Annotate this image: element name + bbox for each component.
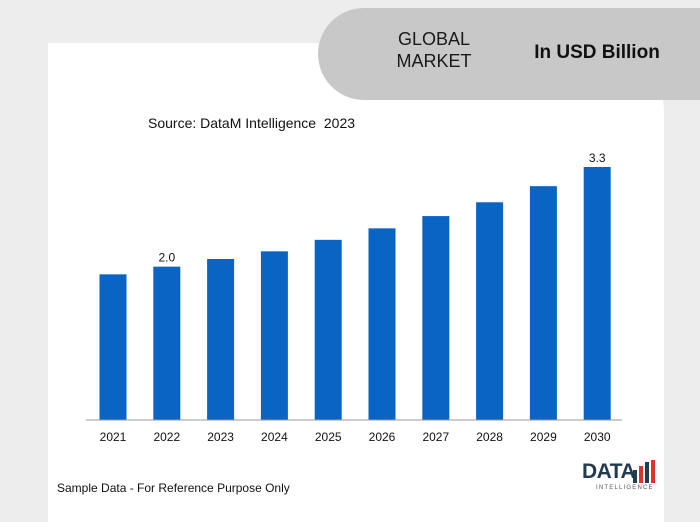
bar-2023 bbox=[207, 259, 235, 420]
x-tick-label: 2030 bbox=[584, 430, 611, 444]
market-title-line2: MARKET bbox=[396, 51, 472, 71]
source-note: Source: DataM Intelligence 2023 bbox=[148, 115, 356, 131]
footnote: Sample Data - For Reference Purpose Only bbox=[57, 481, 290, 495]
unit-label: In USD Billion bbox=[534, 42, 660, 63]
x-tick-label: 2023 bbox=[207, 430, 234, 444]
market-title-line1: GLOBAL bbox=[397, 29, 471, 49]
x-tick-label: 2029 bbox=[530, 430, 557, 444]
x-tick-label: 2022 bbox=[153, 430, 180, 444]
bar-2028 bbox=[476, 202, 504, 420]
data-label: 3.3 bbox=[589, 151, 606, 165]
bar-2024 bbox=[260, 251, 288, 420]
x-tick-label: 2024 bbox=[261, 430, 288, 444]
bar-2027 bbox=[422, 216, 450, 420]
x-tick-label: 2021 bbox=[100, 430, 127, 444]
x-tick-label: 2025 bbox=[315, 430, 342, 444]
bar-2021 bbox=[99, 274, 127, 420]
x-tick-label: 2028 bbox=[476, 430, 503, 444]
logo-bars-icon bbox=[633, 460, 655, 483]
bar-2022 bbox=[153, 266, 181, 420]
bar-2030 bbox=[583, 167, 611, 420]
data-label: 2.0 bbox=[158, 251, 175, 265]
logo-subtext: INTELLIGENCE bbox=[596, 485, 654, 491]
market-title: GLOBAL MARKET bbox=[378, 28, 490, 72]
datam-logo: DATA INTELLIGENCE bbox=[580, 458, 660, 498]
logo-wordmark: DATA bbox=[582, 460, 636, 483]
x-tick-label: 2026 bbox=[369, 430, 396, 444]
header-banner bbox=[318, 8, 700, 100]
chart-card bbox=[48, 43, 664, 522]
x-tick-label: 2027 bbox=[422, 430, 449, 444]
bar-2025 bbox=[314, 239, 342, 420]
bar-2026 bbox=[368, 228, 396, 420]
bar-2029 bbox=[529, 186, 557, 420]
